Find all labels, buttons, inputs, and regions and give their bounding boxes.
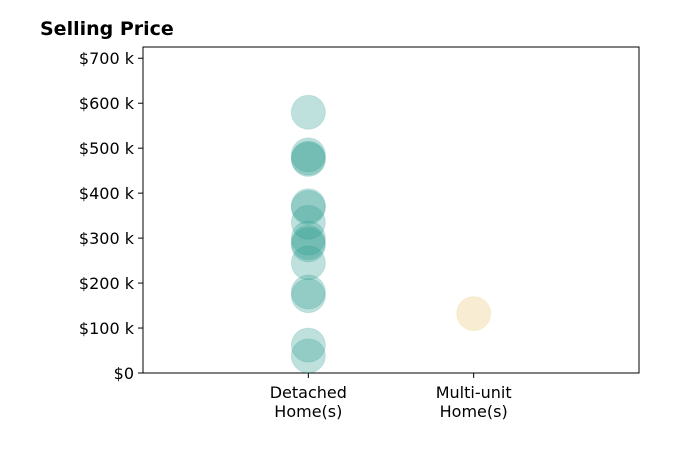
data-point xyxy=(290,274,326,310)
plot-area xyxy=(142,46,640,374)
y-tick-label: $300 k xyxy=(79,229,135,248)
data-point xyxy=(290,94,326,130)
y-tick-label: $200 k xyxy=(79,274,135,293)
y-axis: $0 $100 k $200 k $300 k $400 k $500 k $600 k $7… xyxy=(79,49,143,383)
y-tick-label: $700 k xyxy=(79,49,135,68)
y-tick-label: $0 xyxy=(114,364,134,383)
chart-title: Selling Price xyxy=(40,18,174,40)
x-tick-label: Multi-unit Home(s) xyxy=(436,383,512,421)
x-axis: Detached Home(s) Multi-unit Home(s) xyxy=(270,373,512,421)
data-point xyxy=(456,296,492,332)
data-point xyxy=(290,220,326,256)
data-point xyxy=(290,327,326,363)
data-point xyxy=(290,141,326,177)
data-point xyxy=(290,204,326,240)
data-point xyxy=(290,137,326,173)
y-tick-label: $400 k xyxy=(79,184,135,203)
x-tick-label: Detached Home(s) xyxy=(270,383,347,421)
data-point xyxy=(290,188,326,224)
data-point xyxy=(290,225,326,261)
y-tick-label: $100 k xyxy=(79,319,135,338)
data-point xyxy=(290,140,326,176)
data-point xyxy=(290,190,326,226)
y-tick-label: $500 k xyxy=(79,139,135,158)
data-point xyxy=(290,278,326,314)
data-point xyxy=(290,227,326,263)
data-points xyxy=(290,94,492,374)
data-point xyxy=(290,245,326,281)
data-point xyxy=(290,338,326,374)
y-tick-label: $600 k xyxy=(79,94,135,113)
